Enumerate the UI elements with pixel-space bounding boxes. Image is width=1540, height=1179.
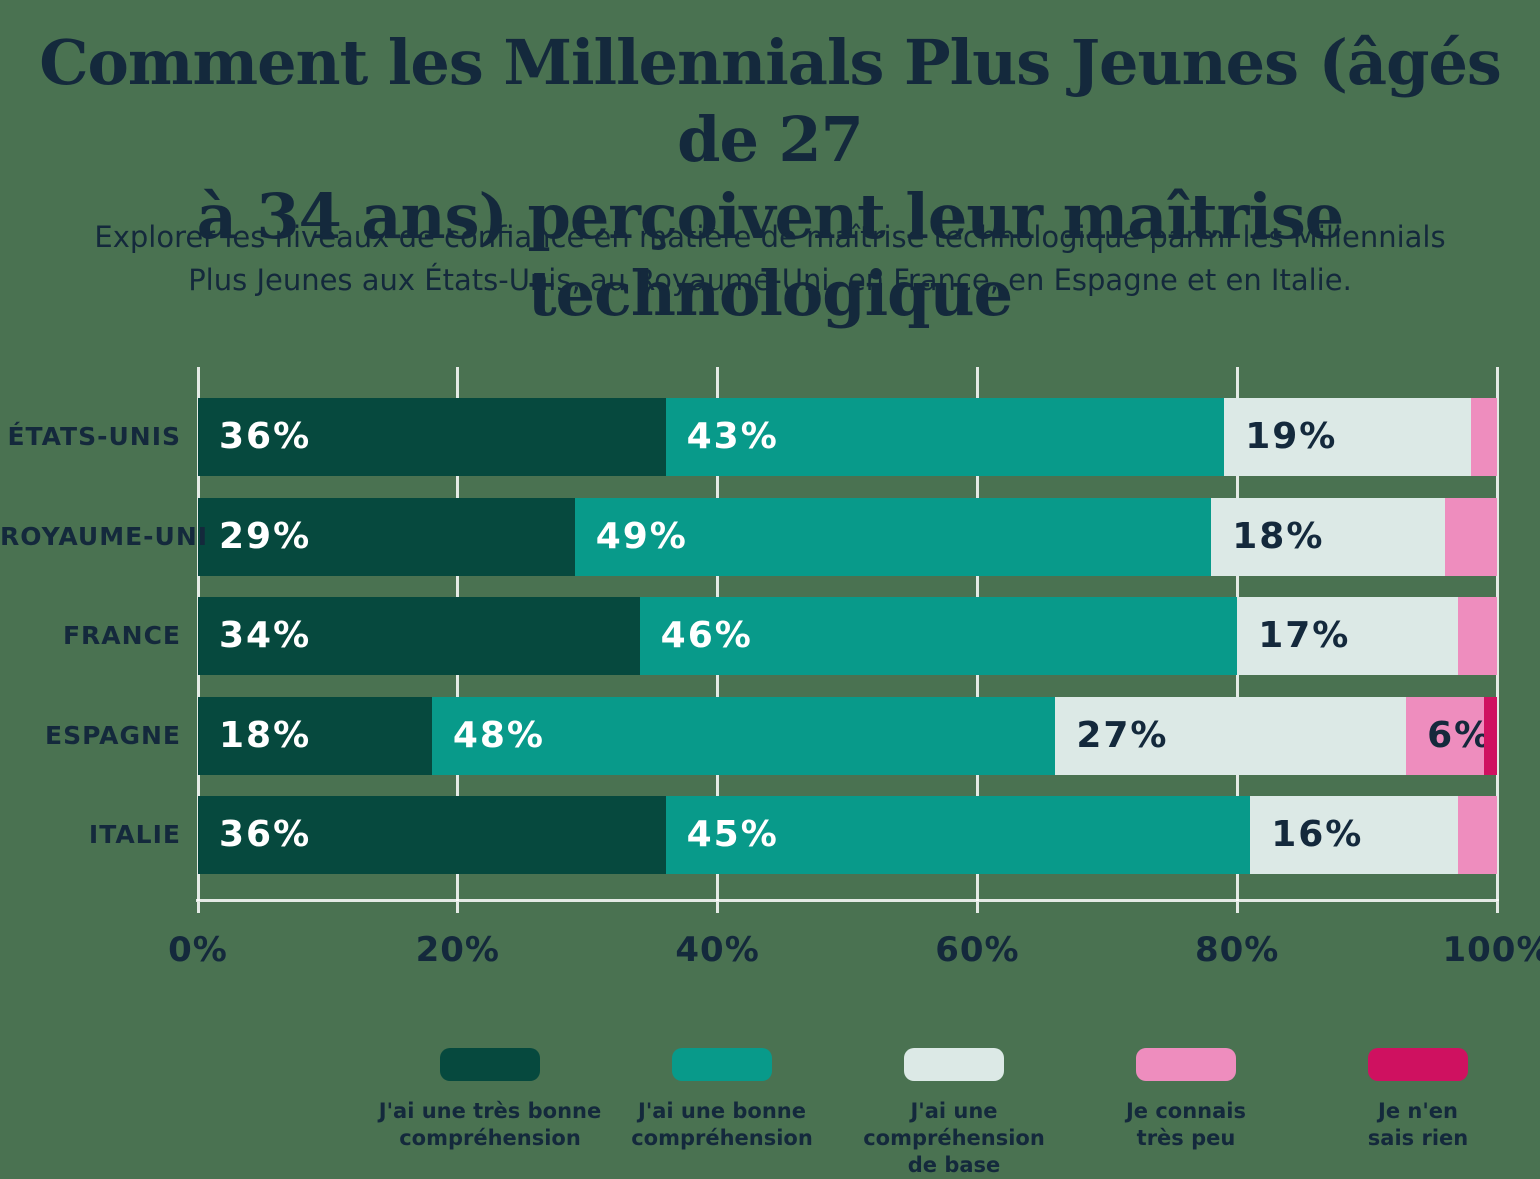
bar-segment: 17% bbox=[1237, 597, 1459, 676]
bar-value-label: 29% bbox=[219, 515, 312, 557]
bar-segment: 16% bbox=[1250, 796, 1459, 875]
bar-segment: 19% bbox=[1224, 398, 1471, 476]
bar-segment: 34% bbox=[198, 597, 640, 676]
axis-tick-label: 0% bbox=[168, 930, 228, 970]
bar-segment: 49% bbox=[574, 497, 1212, 576]
bar-segment: 36% bbox=[198, 796, 666, 875]
chart-subtitle-line-2: Plus Jeunes aux États-Unis, au Royaume-U… bbox=[188, 263, 1352, 297]
legend-swatch bbox=[440, 1048, 540, 1081]
chart-title: Comment les Millennials Plus Jeunes (âgé… bbox=[0, 24, 1540, 332]
legend-label: Je n'en sais rien bbox=[1367, 1099, 1469, 1150]
bar-segment: 27% bbox=[1055, 696, 1407, 775]
legend-label: J'ai une bonne compréhension bbox=[631, 1099, 813, 1150]
legend-swatch bbox=[1136, 1048, 1236, 1081]
chart-title-line-2: à 34 ans) perçoivent leur maîtrise techn… bbox=[196, 180, 1344, 330]
bar-segment: 36% bbox=[198, 398, 666, 476]
bar-segment bbox=[1471, 398, 1497, 476]
bar-segment: 18% bbox=[198, 696, 432, 775]
bar-value-label: 43% bbox=[686, 416, 779, 457]
axis-tick bbox=[975, 902, 979, 913]
axis-tick bbox=[1235, 902, 1239, 913]
bar-value-label: 27% bbox=[1076, 714, 1169, 756]
bar-value-label: 45% bbox=[686, 814, 779, 856]
bar-value-label: 18% bbox=[219, 714, 312, 756]
bar-row: 36% 43% 19% bbox=[198, 398, 1497, 476]
bar-segment: 29% bbox=[198, 497, 575, 576]
category-label: ESPAGNE bbox=[45, 720, 181, 750]
category-label: ÉTATS-UNIS bbox=[7, 422, 181, 451]
plot-area: 0% 20% 40% 60% 80% 100% 36% 43% 19% 29% 49% 18% 34% 4… bbox=[168, 367, 1540, 970]
bar-value-label: 17% bbox=[1258, 615, 1351, 657]
bar-value-label: 36% bbox=[219, 814, 312, 856]
bar-row: 34% 46% 17% bbox=[198, 597, 1497, 676]
bar-segment: 46% bbox=[639, 597, 1238, 676]
bar-segment bbox=[1458, 796, 1497, 875]
axis-tick-label: 20% bbox=[415, 930, 500, 970]
bar-row: 36% 45% 16% bbox=[198, 796, 1497, 875]
bar-segment bbox=[1458, 597, 1497, 676]
bar-value-label: 34% bbox=[219, 615, 312, 657]
legend-label: J'ai une très bonne compréhension bbox=[378, 1099, 602, 1150]
bar-segment: 18% bbox=[1211, 497, 1446, 576]
bar-segment bbox=[1484, 696, 1497, 775]
legend-item: Je connais très peu bbox=[1054, 1048, 1318, 1152]
bar-row: 29% 49% 18% bbox=[198, 497, 1497, 576]
chart-subtitle: Explorer les niveaux de confiance en mat… bbox=[70, 216, 1470, 302]
axis-tick bbox=[196, 902, 200, 913]
bar-value-label: 16% bbox=[1271, 814, 1364, 856]
gridline bbox=[1495, 367, 1499, 901]
axis-tick bbox=[1495, 902, 1499, 913]
bar-value-label: 6% bbox=[1427, 714, 1493, 756]
legend-item: J'ai une compréhension de base bbox=[822, 1048, 1086, 1179]
bar-segment: 48% bbox=[431, 696, 1056, 775]
chart-subtitle-line-1: Explorer les niveaux de confiance en mat… bbox=[94, 220, 1446, 254]
bar-value-label: 46% bbox=[660, 615, 753, 657]
legend-item: J'ai une très bonne compréhension bbox=[358, 1048, 622, 1152]
chart-title-line-1: Comment les Millennials Plus Jeunes (âgé… bbox=[39, 26, 1502, 176]
bar-value-label: 48% bbox=[452, 714, 545, 756]
axis-tick-label: 60% bbox=[935, 930, 1020, 970]
bar-value-label: 19% bbox=[1245, 416, 1338, 457]
legend-swatch bbox=[672, 1048, 772, 1081]
category-label: ROYAUME-UNI bbox=[0, 521, 209, 551]
category-label: FRANCE bbox=[62, 621, 181, 651]
legend-swatch bbox=[1368, 1048, 1468, 1081]
legend-item: Je n'en sais rien bbox=[1286, 1048, 1540, 1152]
bar-segment: 6% bbox=[1406, 696, 1493, 775]
legend-label: Je connais très peu bbox=[1125, 1099, 1246, 1150]
legend-label: J'ai une compréhension de base bbox=[863, 1099, 1045, 1177]
axis-tick-label: 100% bbox=[1442, 930, 1540, 970]
axis-tick-label: 80% bbox=[1194, 930, 1280, 970]
bar-value-label: 49% bbox=[595, 515, 688, 557]
bar-segment bbox=[1445, 497, 1497, 576]
bar-row: 18% 48% 27% 6% bbox=[198, 696, 1497, 775]
legend-item: J'ai une bonne compréhension bbox=[590, 1048, 854, 1152]
axis-tick bbox=[716, 902, 720, 913]
bar-segment: 45% bbox=[665, 796, 1251, 875]
legend-swatch bbox=[904, 1048, 1004, 1081]
bar-segment: 43% bbox=[665, 398, 1225, 476]
x-axis-line bbox=[196, 899, 1499, 902]
bar-value-label: 18% bbox=[1232, 515, 1325, 557]
category-label: ITALIE bbox=[88, 820, 181, 850]
bar-value-label: 36% bbox=[219, 416, 312, 457]
axis-tick-label: 40% bbox=[675, 930, 760, 970]
axis-tick bbox=[456, 902, 460, 913]
